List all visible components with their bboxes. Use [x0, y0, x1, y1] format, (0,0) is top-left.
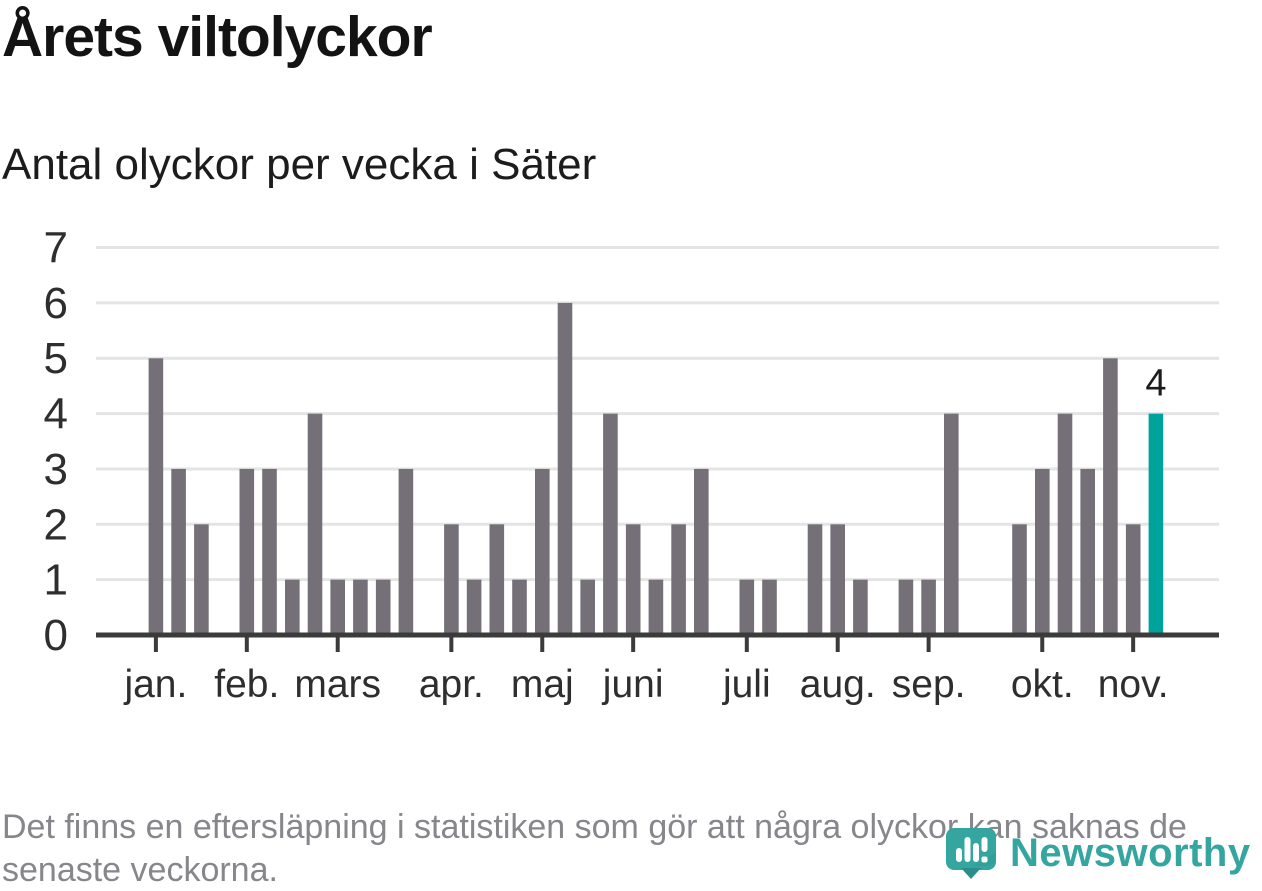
bar — [830, 524, 845, 635]
bar — [921, 579, 936, 635]
bar — [853, 579, 868, 635]
bar — [807, 524, 823, 635]
bar — [625, 524, 641, 635]
x-axis-month-label: juli — [722, 663, 771, 706]
bar — [353, 579, 368, 635]
bar — [557, 302, 573, 635]
bar — [1057, 413, 1073, 635]
newsworthy-logo: Newsworthy — [946, 828, 1251, 879]
logo-wordmark: Newsworthy — [1010, 831, 1251, 875]
bar — [444, 524, 459, 635]
x-axis-month-label: juni — [602, 663, 664, 706]
footer-note-line2: senaste veckorna. — [2, 850, 278, 889]
bar — [285, 579, 300, 635]
bar — [1103, 358, 1118, 636]
chart-subtitle: Antal olyckor per vecka i Säter — [2, 140, 597, 189]
bar — [307, 413, 323, 635]
y-axis-tick-label: 4 — [44, 390, 68, 439]
newsworthy-pin-icon — [946, 828, 996, 879]
bar — [398, 468, 414, 635]
page-title: Årets viltolyckor — [2, 5, 433, 69]
y-axis-tick-label: 5 — [44, 334, 68, 383]
x-axis-month-label: apr. — [419, 663, 484, 706]
bar — [194, 524, 209, 635]
y-axis-tick-label: 2 — [44, 500, 68, 549]
y-axis-tick-label: 6 — [44, 279, 68, 328]
x-axis-month-label: aug. — [800, 663, 876, 706]
x-axis-month-label: sep. — [892, 663, 966, 706]
x-axis-month-label: okt. — [1011, 663, 1074, 706]
bar — [1125, 524, 1141, 635]
y-axis-tick-label: 3 — [44, 445, 68, 494]
bar — [694, 468, 709, 635]
bar-chart: 0 1 2 3 4 5 6 7 jan. feb. mars apr. maj juni juli aug. s… — [44, 224, 1219, 706]
bar — [239, 468, 255, 635]
bar — [944, 413, 959, 635]
x-axis-month-label: maj — [511, 663, 574, 706]
bar — [1035, 468, 1050, 635]
x-axis-month-label: feb. — [214, 663, 279, 706]
bar — [171, 468, 186, 635]
y-axis-tick-label: 1 — [44, 556, 68, 605]
bar — [375, 579, 391, 635]
bar — [535, 468, 550, 635]
bar — [739, 579, 755, 635]
bar — [489, 524, 505, 635]
bar — [148, 358, 164, 636]
x-axis-month-label: mars — [294, 663, 381, 706]
bar — [898, 579, 914, 635]
bar — [580, 579, 595, 635]
x-axis-month-label: nov. — [1098, 663, 1169, 706]
bar — [262, 468, 277, 635]
bar — [330, 579, 345, 635]
bar — [762, 579, 777, 635]
bar — [512, 579, 527, 635]
bar-highlighted — [1148, 413, 1164, 635]
bar — [1012, 524, 1027, 635]
bar — [603, 413, 618, 635]
bar — [648, 579, 664, 635]
bar — [1080, 468, 1095, 635]
x-axis-month-label: jan. — [123, 663, 187, 706]
highlight-value-label: 4 — [1145, 363, 1166, 405]
bar — [466, 579, 482, 635]
bar — [671, 524, 686, 635]
y-axis-tick-label: 7 — [44, 224, 68, 273]
y-axis-tick-label: 0 — [44, 611, 68, 660]
